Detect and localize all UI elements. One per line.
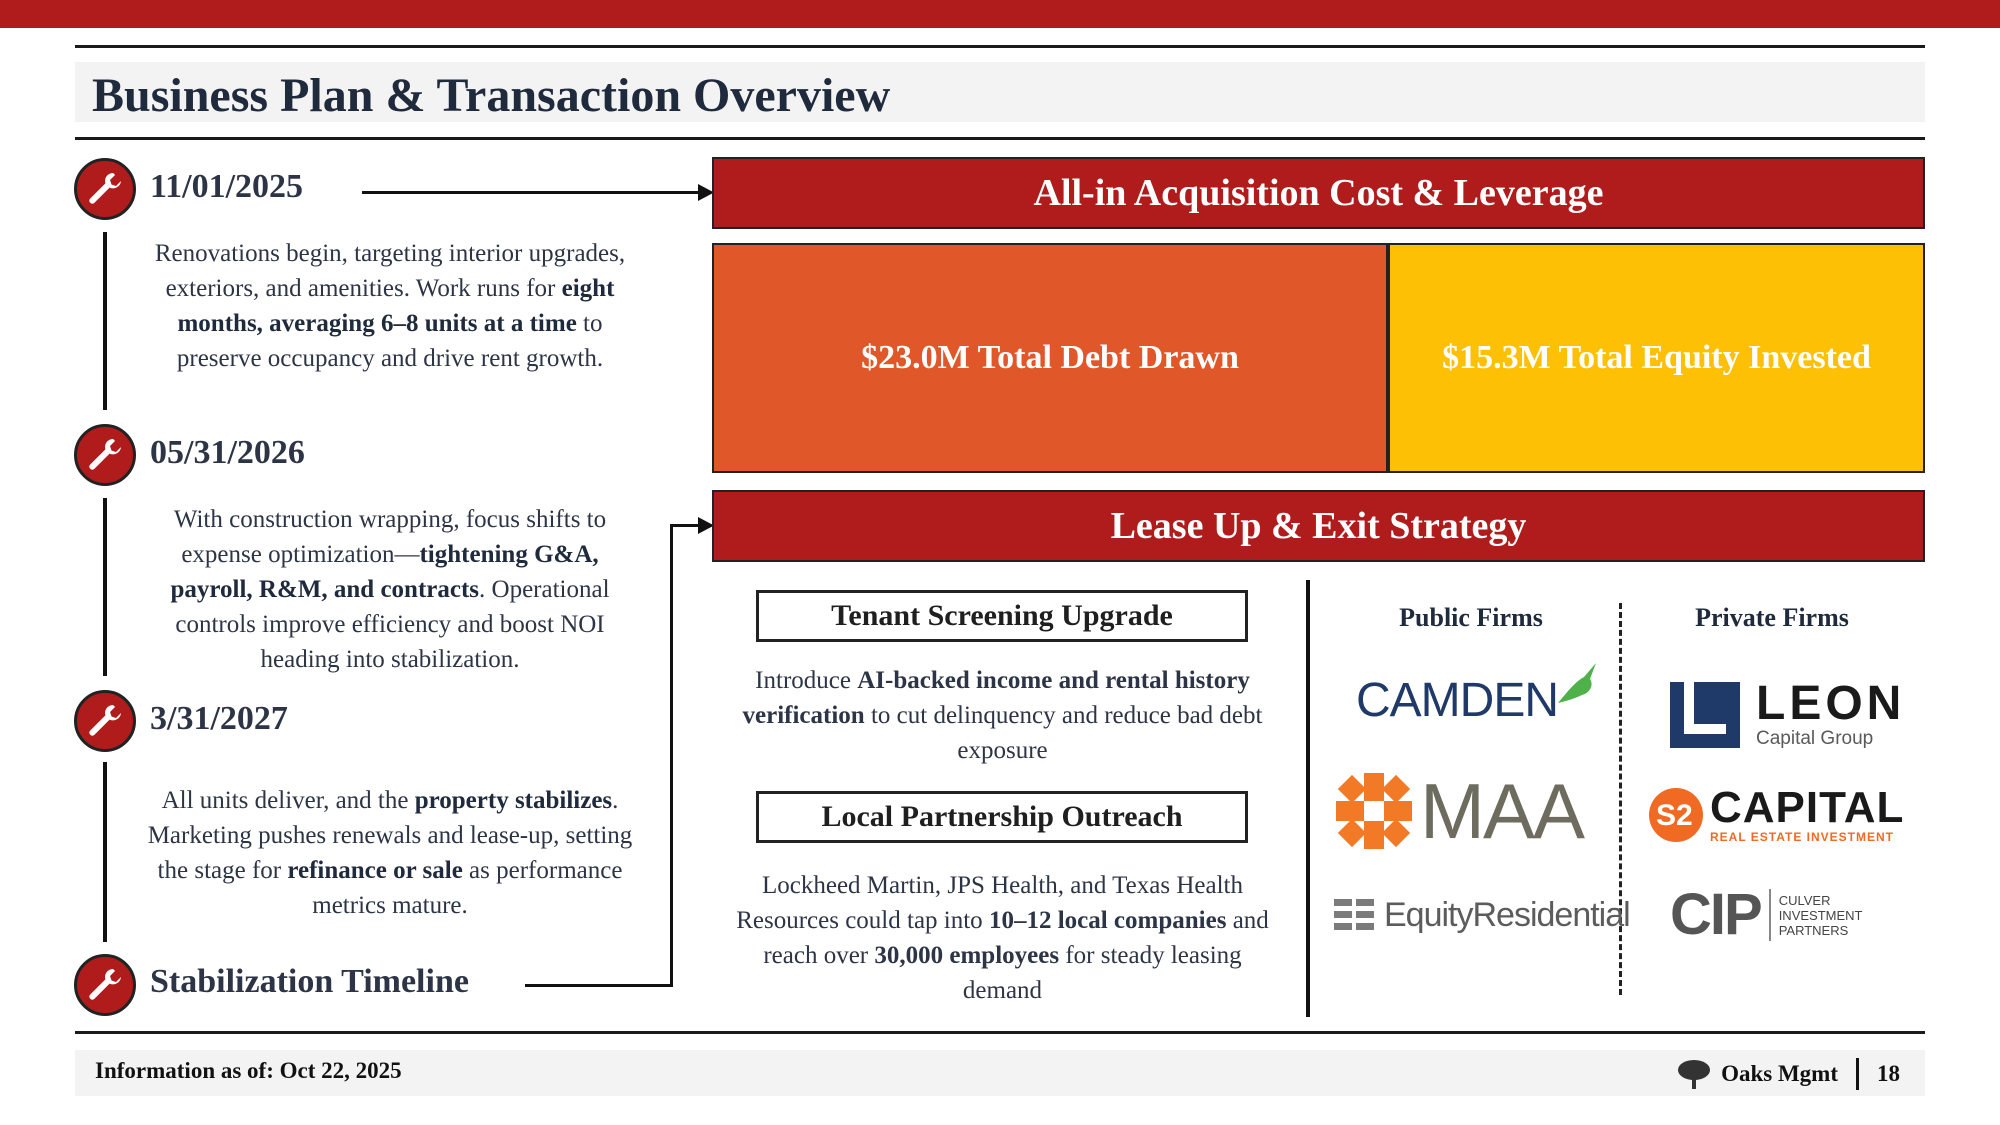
- cip-divider: [1768, 889, 1771, 941]
- section-divider: [1306, 580, 1310, 1017]
- arrow-to-lease-v: [670, 524, 673, 987]
- partnership-desc: Lockheed Martin, JPS Health, and Texas H…: [736, 872, 1269, 1004]
- arrowhead-icon: [698, 184, 714, 201]
- leon-mark-icon: [1670, 682, 1740, 748]
- private-firms-heading: Private Firms: [1695, 603, 1849, 632]
- wrench-icon: [74, 954, 136, 1016]
- equity-residential-logo: EquityResidential: [1334, 895, 1631, 935]
- arrow-to-lease-h2: [670, 524, 702, 527]
- milestone-desc-2: With construction wrapping, focus shifts…: [170, 506, 610, 673]
- hummingbird-icon: [1558, 663, 1597, 703]
- header-rule-top: [75, 45, 1925, 48]
- timeline-line-3: [103, 762, 107, 942]
- svg-text:S2: S2: [1656, 799, 1693, 832]
- timeline-line-2: [103, 498, 107, 676]
- partnership-label: Local Partnership Outreach: [756, 791, 1248, 843]
- s2-icon: S2: [1649, 788, 1703, 842]
- total-equity-box: $15.3M Total Equity Invested: [1388, 243, 1925, 473]
- header-rule-bottom: [75, 137, 1925, 140]
- milestone-desc-1: Renovations begin, targeting interior up…: [154, 240, 626, 372]
- footer-separator: [1856, 1058, 1859, 1090]
- maa-star-icon: [1336, 773, 1412, 849]
- equity-bars-icon: [1334, 899, 1374, 930]
- page-number: 18: [1877, 1061, 1900, 1086]
- wrench-icon: [74, 424, 136, 486]
- milestone-date-2: 05/31/2026: [150, 434, 305, 471]
- milestone-desc-3: All units deliver, and the property stab…: [147, 787, 633, 919]
- public-firms-heading: Public Firms: [1399, 603, 1543, 632]
- tenant-screening-desc: Introduce AI-backed income and rental hi…: [742, 667, 1263, 764]
- info-date: Information as of: Oct 22, 2025: [95, 1058, 402, 1083]
- oak-tree-icon: [1678, 1060, 1711, 1089]
- footer-rule: [75, 1031, 1925, 1034]
- footer-brand: Oaks Mgmt 18: [1677, 1058, 1900, 1090]
- maa-logo: MAA: [1334, 767, 1585, 855]
- s2-capital-logo: S2 CAPITAL REAL ESTATE INVESTMENT: [1648, 785, 1904, 845]
- title-band: [75, 62, 1925, 122]
- cip-logo: CIP CULVER INVESTMENT PARTNERS: [1670, 882, 1863, 947]
- milestone-date-4: Stabilization Timeline: [150, 963, 469, 1000]
- arrow-to-acquisition: [362, 191, 702, 194]
- footer-band: [75, 1050, 1925, 1096]
- company-name: Oaks Mgmt: [1721, 1061, 1838, 1086]
- lease-header: Lease Up & Exit Strategy: [712, 490, 1925, 562]
- arrowhead-icon: [698, 517, 714, 534]
- acquisition-header: All-in Acquisition Cost & Leverage: [712, 157, 1925, 229]
- top-accent-bar: [0, 0, 2000, 28]
- page-title: Business Plan & Transaction Overview: [92, 69, 891, 122]
- leon-logo: LEON Capital Group: [1670, 680, 1905, 750]
- milestone-date-3: 3/31/2027: [150, 700, 288, 737]
- tenant-screening-label: Tenant Screening Upgrade: [756, 590, 1248, 642]
- milestone-date-1: 11/01/2025: [150, 168, 304, 205]
- timeline-line-1: [103, 232, 107, 410]
- wrench-icon: [74, 158, 136, 220]
- arrow-to-lease-h1: [525, 984, 673, 987]
- total-debt-box: $23.0M Total Debt Drawn: [712, 243, 1388, 473]
- camden-logo: CAMDEN: [1356, 660, 1602, 740]
- firm-divider: [1619, 603, 1622, 995]
- wrench-icon: [74, 690, 136, 752]
